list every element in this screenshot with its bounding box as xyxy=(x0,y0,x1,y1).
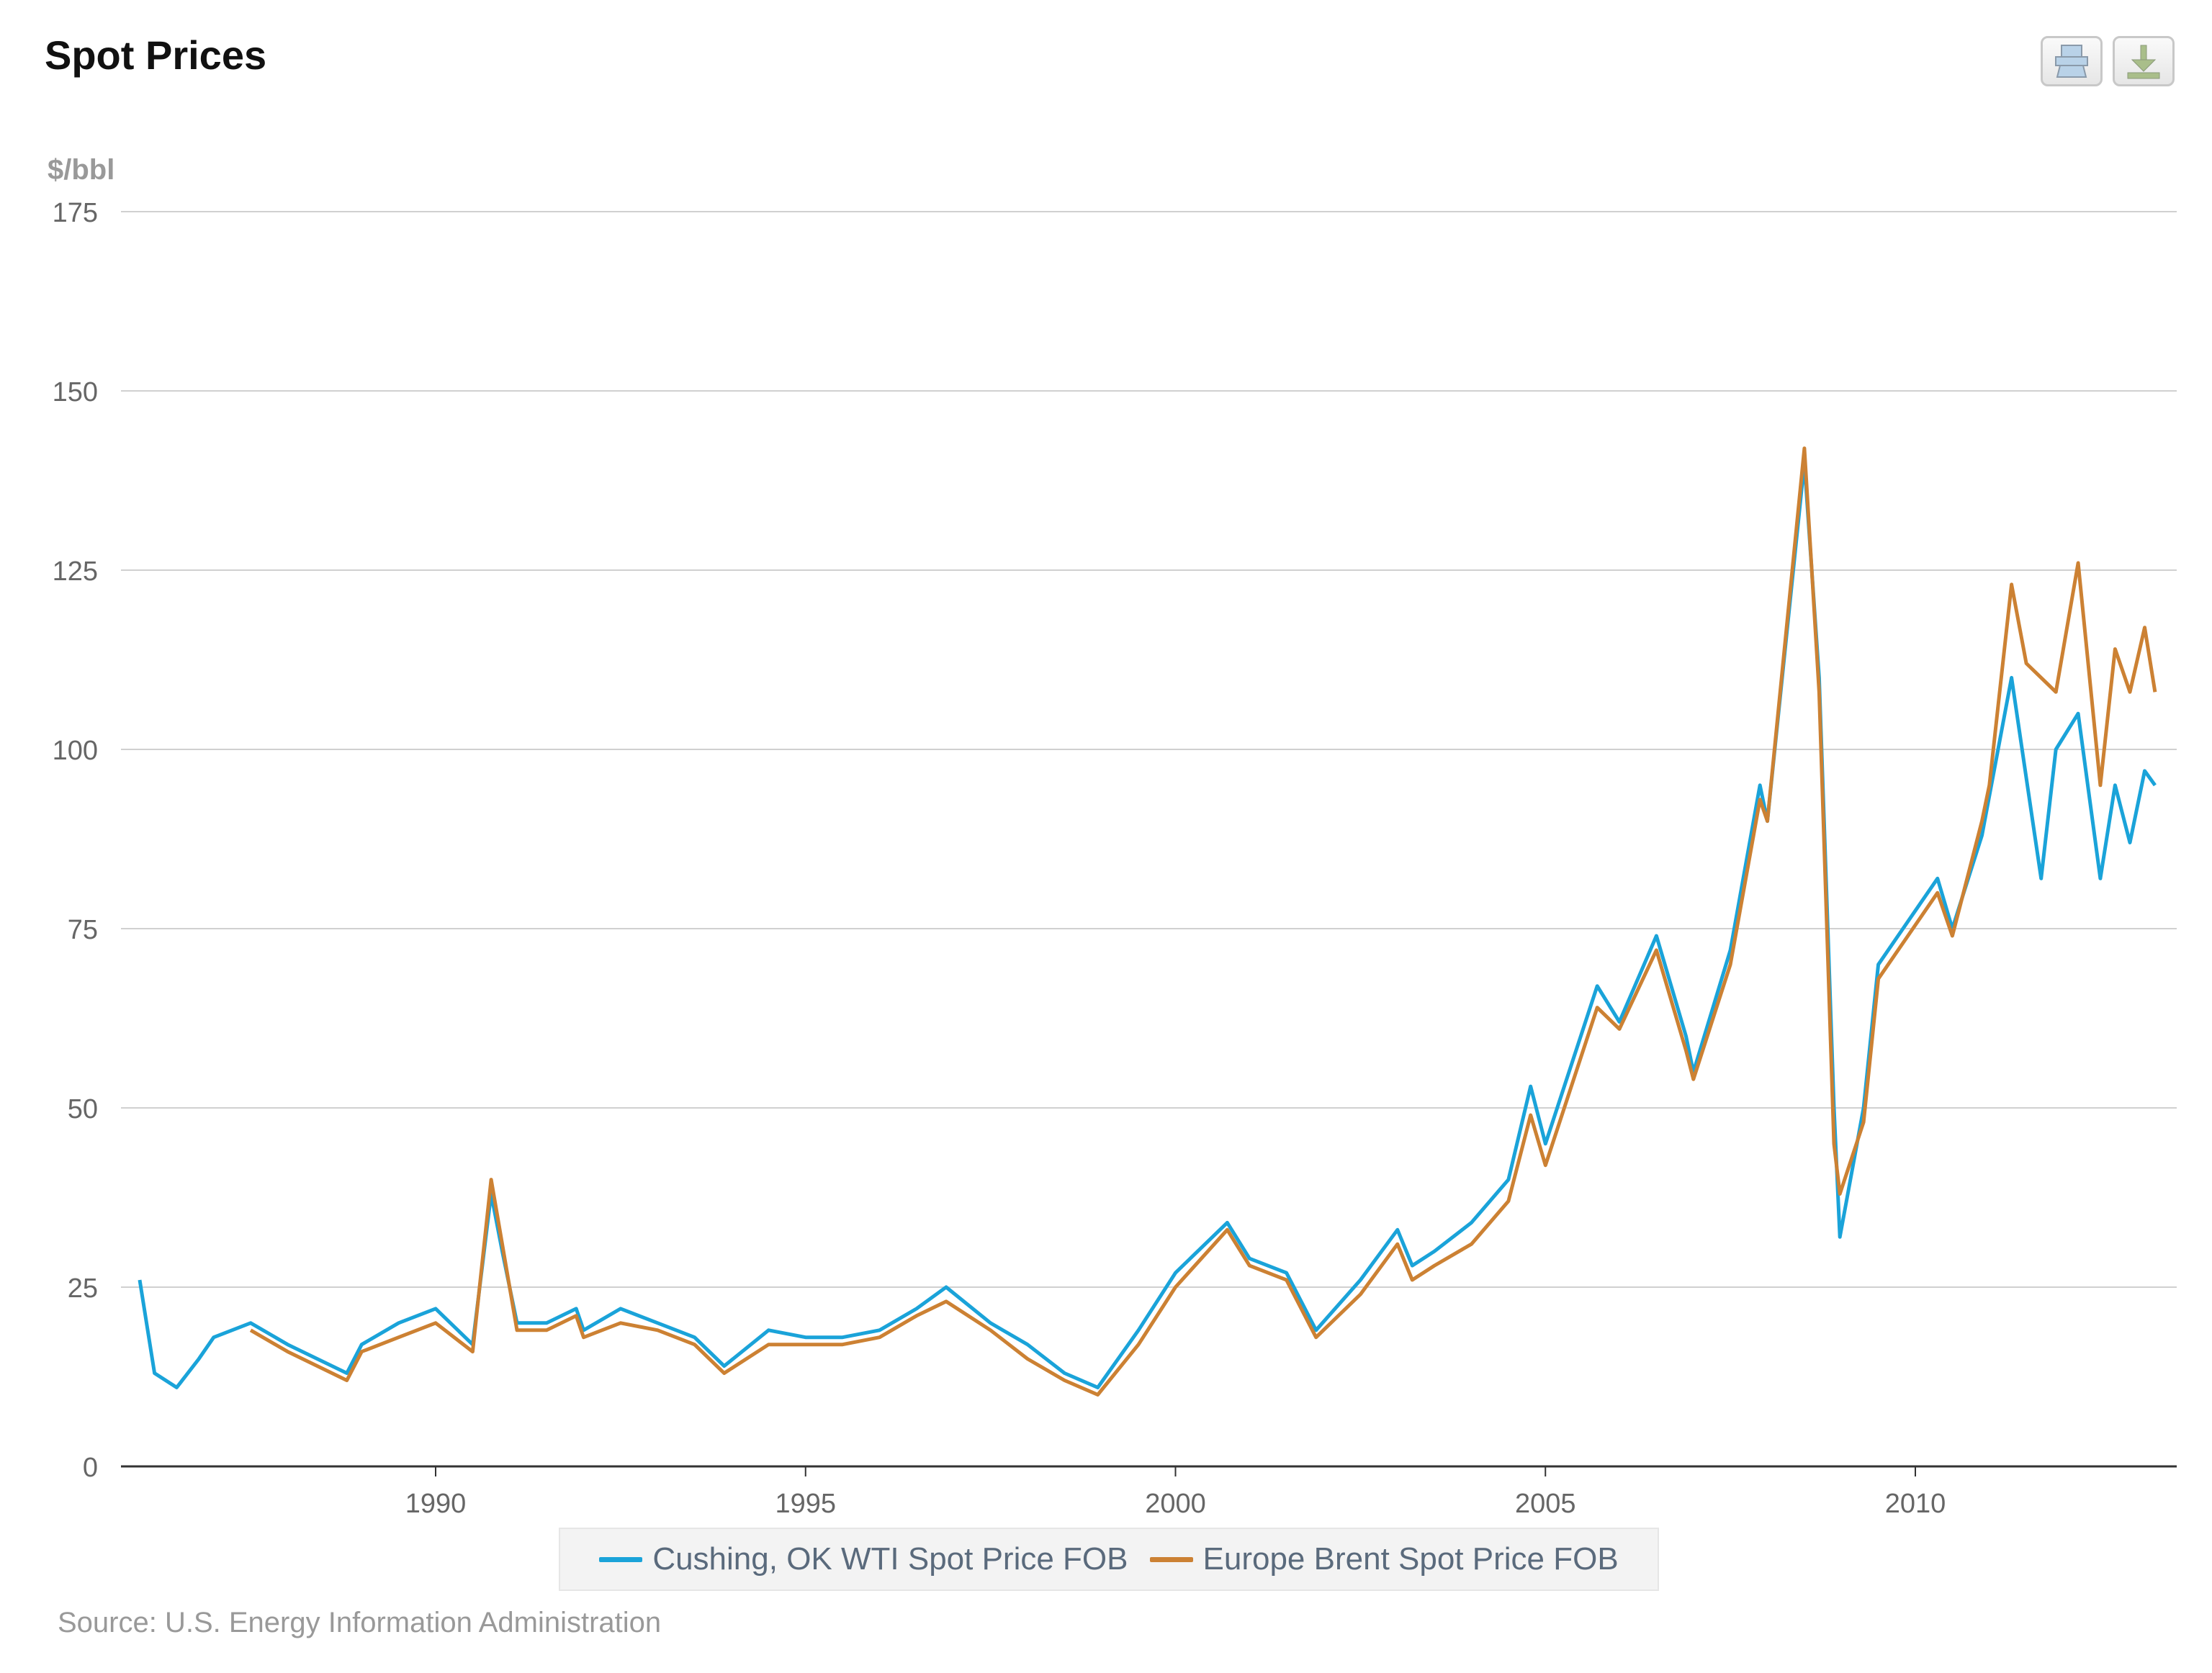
chart-title: Spot Prices xyxy=(45,32,267,78)
x-tick-label: 2000 xyxy=(1145,1489,1206,1519)
legend-item-wti[interactable]: Cushing, OK WTI Spot Price FOB xyxy=(599,1541,1128,1577)
y-tick-label: 175 xyxy=(53,198,98,228)
legend: Cushing, OK WTI Spot Price FOB Europe Br… xyxy=(559,1528,1659,1591)
legend-swatch-brent xyxy=(1149,1556,1193,1562)
print-button[interactable] xyxy=(2041,36,2103,86)
y-tick-label: 100 xyxy=(53,736,98,766)
printer-icon xyxy=(2055,45,2088,78)
legend-label-wti: Cushing, OK WTI Spot Price FOB xyxy=(652,1541,1128,1577)
y-tick-label: 125 xyxy=(53,556,98,587)
legend-swatch-wti xyxy=(599,1556,643,1562)
series-line-wti xyxy=(138,461,2157,1389)
y-tick-label: 150 xyxy=(53,377,98,407)
download-icon xyxy=(2127,45,2160,79)
x-tick-label: 2005 xyxy=(1515,1489,1576,1519)
y-tick-label: 25 xyxy=(68,1273,98,1304)
series-line-brent xyxy=(249,446,2157,1397)
y-tick-label: 0 xyxy=(83,1453,98,1483)
y-tick-label: 75 xyxy=(68,915,98,945)
y-axis-label: $/bbl xyxy=(48,154,115,186)
legend-item-brent[interactable]: Europe Brent Spot Price FOB xyxy=(1149,1541,1619,1577)
x-tick-label: 1995 xyxy=(775,1489,836,1519)
x-tick-label: 2010 xyxy=(1885,1489,1946,1519)
source-note: Source: U.S. Energy Information Administ… xyxy=(58,1607,662,1638)
y-tick-label: 50 xyxy=(68,1094,98,1124)
legend-label-brent: Europe Brent Spot Price FOB xyxy=(1202,1541,1619,1577)
download-button[interactable] xyxy=(2113,36,2175,86)
x-tick-label: 1990 xyxy=(405,1489,467,1519)
